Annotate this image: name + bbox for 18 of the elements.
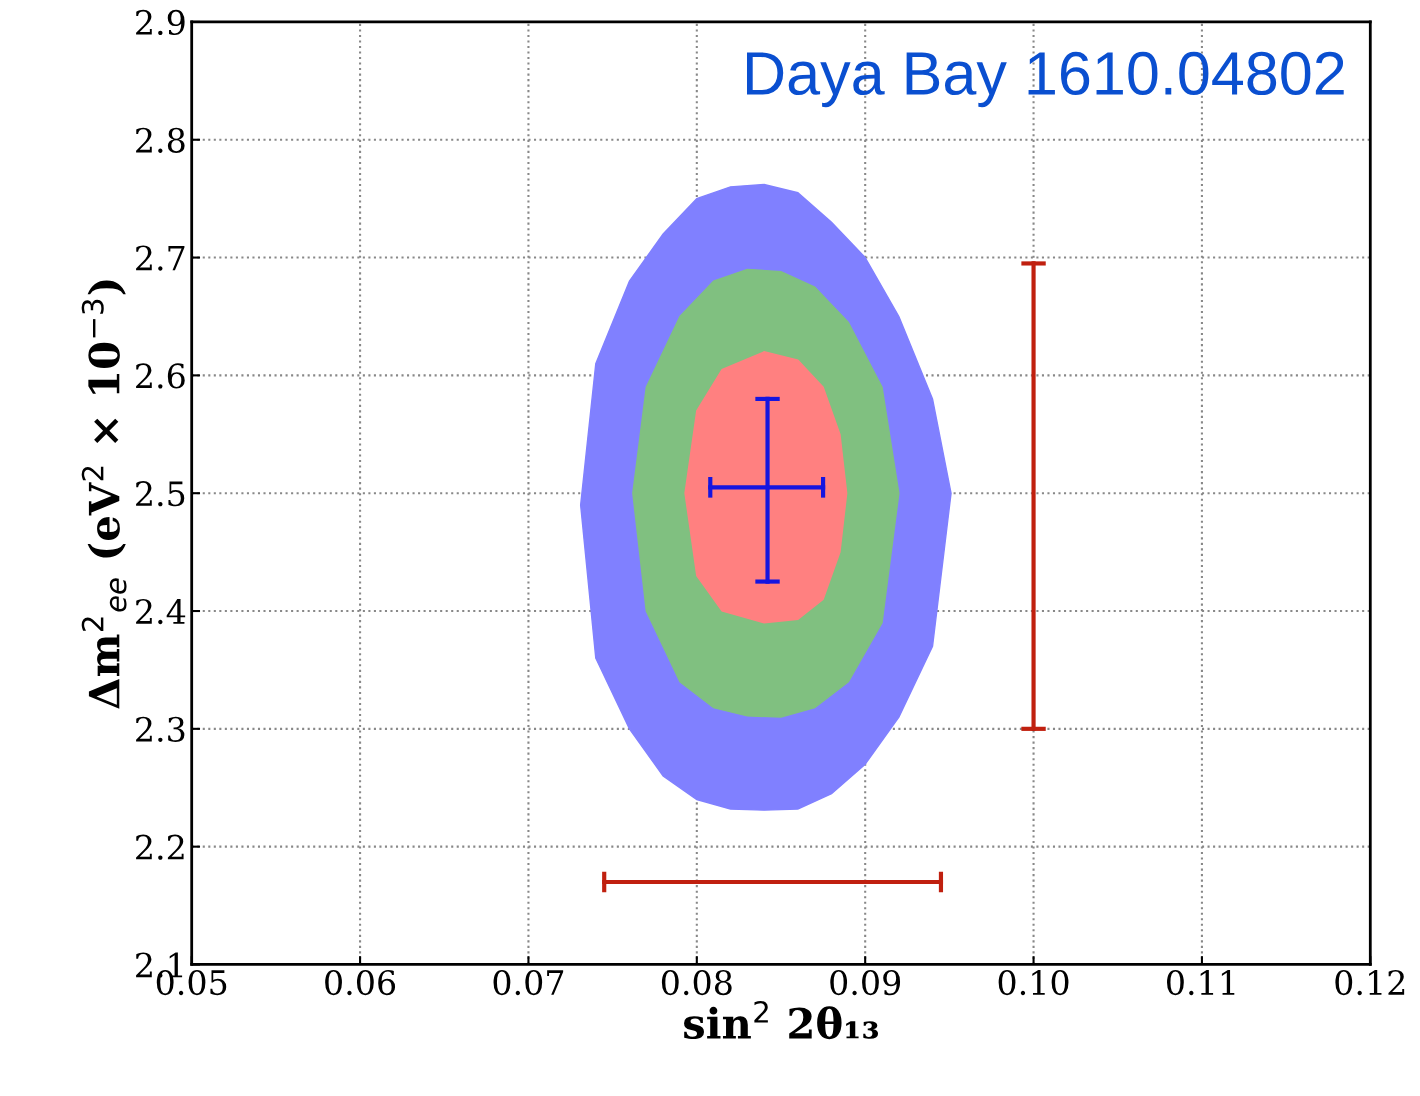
x-tick-label: 0.12 <box>1335 969 1405 996</box>
y-tick-label: 2.2 <box>136 834 184 860</box>
x-axis-title: sin$^{2}$ 2θ₁₃ <box>684 1000 879 1040</box>
y-tick-label: 2.3 <box>136 716 185 742</box>
x-tick-label: 0.07 <box>493 969 564 996</box>
y-axis-title: Δm$^{2}$$_{ee}$ (eV$^{2}$ × 10$^{−3}$) <box>81 280 127 709</box>
x-tick-label: 0.09 <box>830 969 901 996</box>
y-tick-label: 2.9 <box>136 9 185 36</box>
y-tick-label: 2.4 <box>136 598 186 625</box>
y-tick-label: 2.6 <box>136 363 185 389</box>
x-tick-label: 0.11 <box>1167 969 1235 996</box>
y-tick-label: 2.8 <box>136 127 185 153</box>
y-tick-label: 2.7 <box>136 245 185 271</box>
x-tick-label: 0.08 <box>661 969 732 996</box>
x-tick-label: 0.10 <box>998 969 1069 996</box>
x-tick-label: 0.06 <box>325 969 396 996</box>
y-tick-label: 2.5 <box>136 481 185 507</box>
annotation: Daya Bay 1610.04802 <box>747 51 1344 108</box>
